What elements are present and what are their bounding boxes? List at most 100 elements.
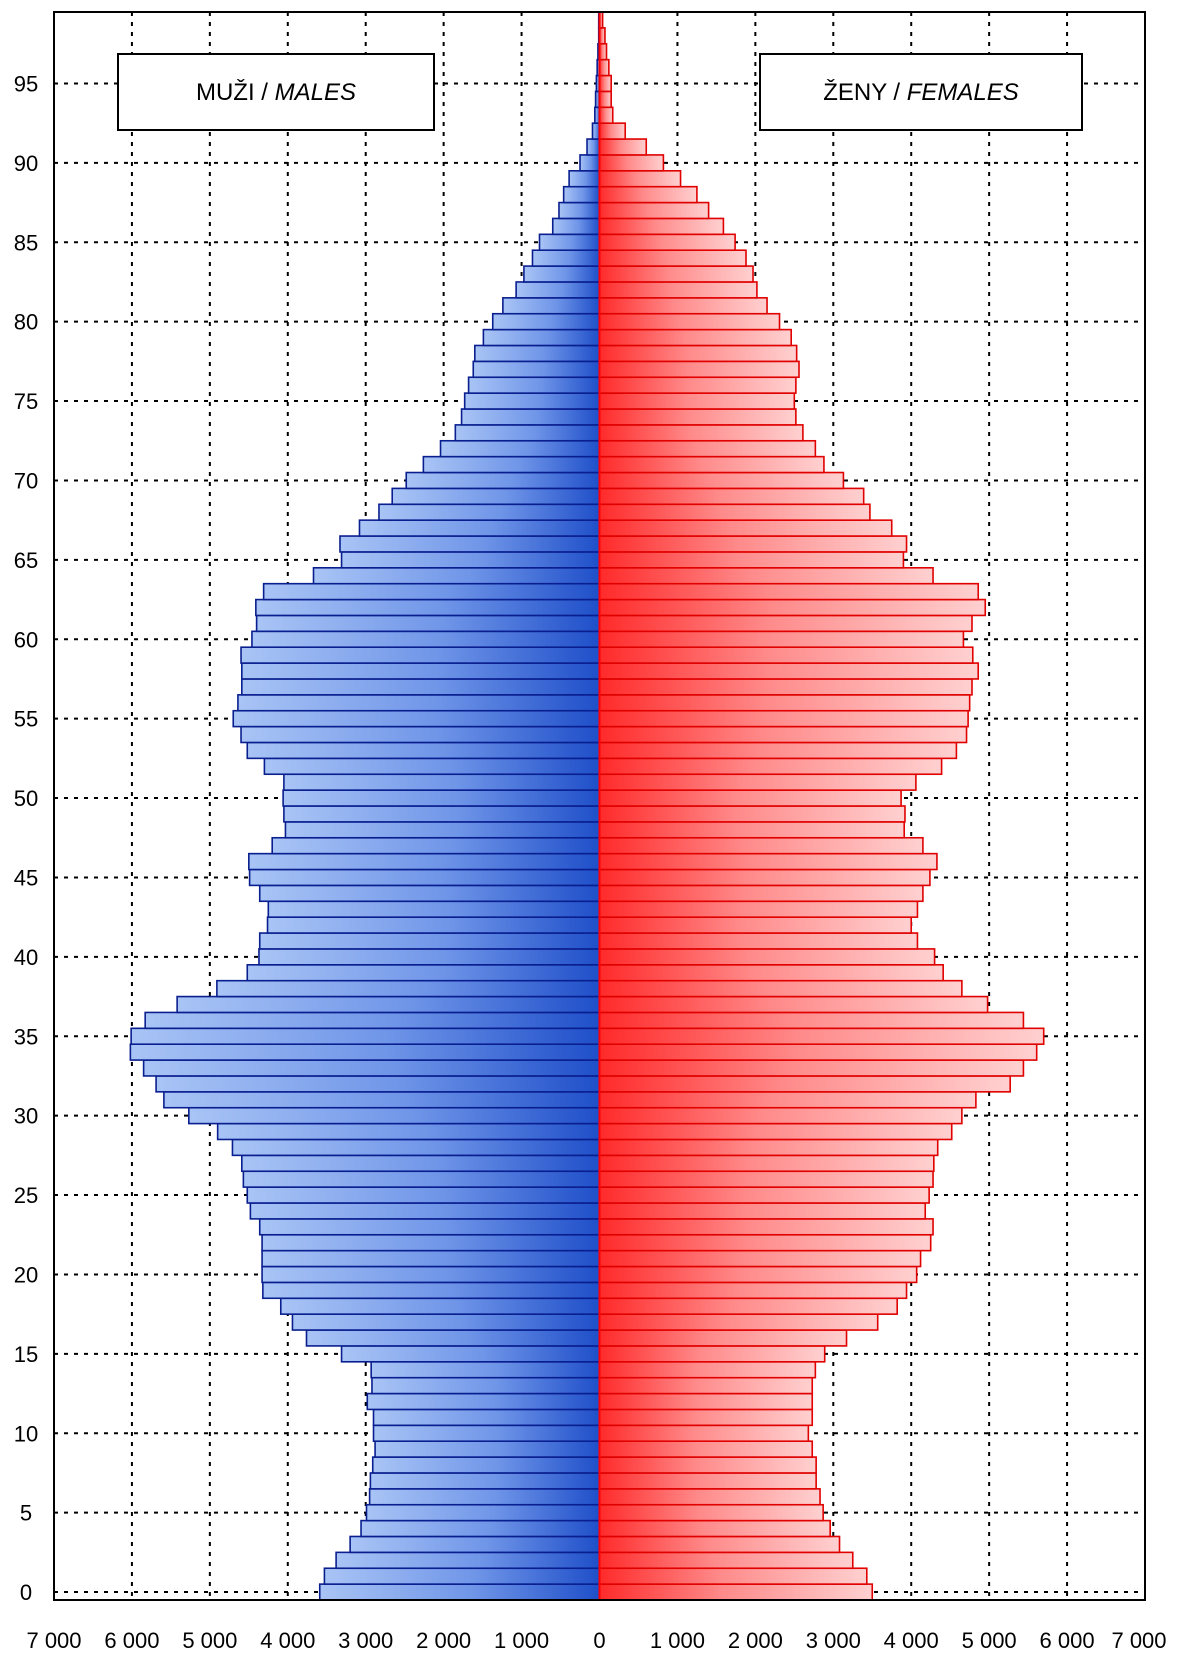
- bar-female-age-17: [598, 1313, 879, 1331]
- bar-female-age-74: [598, 408, 797, 426]
- bar-male-age-90: [579, 154, 601, 172]
- y-tick-label: 90: [14, 151, 38, 176]
- bar-male-age-44: [258, 884, 601, 903]
- bar-male-age-39: [246, 963, 601, 982]
- bar-female-age-81: [598, 297, 768, 315]
- bar-male-age-53: [246, 741, 601, 760]
- bar-male-age-57: [241, 678, 601, 696]
- bar-male-age-21: [261, 1249, 601, 1268]
- bar-female-age-79: [598, 328, 793, 347]
- bar-female-age-9: [598, 1440, 814, 1458]
- bar-male-age-37: [176, 995, 601, 1014]
- bar-male-age-30: [188, 1106, 601, 1125]
- bar-female-age-60: [598, 630, 965, 649]
- bar-male-age-74: [460, 408, 601, 426]
- bar-male-age-84: [531, 249, 601, 267]
- bar-female-age-90: [598, 154, 665, 172]
- bar-male-age-20: [261, 1265, 601, 1284]
- bar-female-age-23: [598, 1218, 934, 1236]
- y-tick-label: 75: [14, 389, 38, 414]
- bar-male-age-89: [568, 170, 601, 188]
- bar-male-age-82: [515, 281, 601, 299]
- bar-female-age-83: [598, 265, 754, 283]
- bar-female-age-55: [598, 709, 969, 728]
- bar-male-age-14: [370, 1361, 601, 1379]
- bar-female-age-2: [598, 1551, 854, 1570]
- bar-female-age-45: [598, 868, 931, 887]
- bar-male-age-41: [258, 932, 601, 950]
- x-tick-label: 5 000: [962, 1628, 1017, 1653]
- bar-female-age-29: [598, 1122, 953, 1141]
- bar-female-age-54: [598, 725, 968, 744]
- bar-female-age-69: [598, 487, 865, 506]
- bar-male-age-13: [371, 1376, 601, 1395]
- bar-female-age-25: [598, 1186, 930, 1204]
- bar-male-age-35: [130, 1027, 601, 1045]
- bar-female-age-35: [598, 1027, 1045, 1045]
- bar-female-age-47: [598, 836, 924, 855]
- bar-female-age-19: [598, 1281, 908, 1300]
- bar-female-age-27: [598, 1154, 935, 1173]
- bar-female-age-86: [598, 217, 725, 236]
- bar-male-age-22: [261, 1233, 601, 1252]
- bar-female-age-42: [598, 916, 913, 934]
- bar-male-age-8: [371, 1456, 601, 1474]
- bar-female-age-44: [598, 884, 924, 903]
- bar-male-age-0: [318, 1583, 601, 1601]
- bar-female-age-26: [598, 1170, 934, 1188]
- bar-male-age-85: [538, 233, 601, 252]
- y-tick-label: 40: [14, 945, 38, 970]
- bar-female-age-49: [598, 805, 906, 823]
- y-axis-ticks: 0 5 10 15 20 25 30 35 40 45 50 55 60 65 70 75 80 85 90 95: [14, 71, 38, 1605]
- bar-male-age-17: [291, 1313, 601, 1331]
- bar-female-age-4: [598, 1519, 831, 1538]
- bar-male-age-63: [262, 582, 601, 601]
- x-tick-label: 1 000: [650, 1628, 705, 1653]
- bar-male-age-18: [279, 1297, 601, 1315]
- bar-female-age-38: [598, 979, 963, 998]
- bar-male-age-81: [502, 297, 601, 315]
- bar-male-age-54: [240, 725, 601, 744]
- bar-male-age-92: [591, 122, 601, 140]
- bar-male-age-77: [472, 360, 601, 379]
- bar-female-age-41: [598, 932, 919, 950]
- bar-female-age-36: [598, 1011, 1025, 1030]
- y-tick-label: 55: [14, 707, 38, 732]
- x-tick-label: 1 000: [494, 1628, 549, 1653]
- bar-female-age-73: [598, 424, 804, 442]
- bar-male-age-6: [368, 1488, 601, 1506]
- x-tick-label: 4 000: [884, 1628, 939, 1653]
- bar-male-age-75: [463, 392, 601, 410]
- bar-male-age-29: [216, 1122, 601, 1141]
- y-tick-label: 60: [14, 627, 38, 652]
- bar-female-age-14: [598, 1361, 817, 1379]
- bar-female-age-91: [598, 138, 648, 156]
- bar-female-age-3: [598, 1535, 841, 1554]
- bar-female-age-82: [598, 281, 758, 299]
- bar-female-age-15: [598, 1345, 826, 1363]
- bar-female-age-68: [598, 503, 871, 521]
- legend-females: ŽENY / FEMALES: [759, 53, 1083, 131]
- bar-male-age-62: [255, 598, 601, 617]
- legend-males-label: MUŽI / MALES: [196, 79, 356, 106]
- bar-female-age-22: [598, 1233, 932, 1252]
- bar-male-age-70: [405, 471, 601, 490]
- bar-male-age-31: [163, 1091, 601, 1109]
- y-tick-label: 70: [14, 468, 38, 493]
- bar-female-age-71: [598, 455, 825, 474]
- bar-female-age-84: [598, 249, 747, 267]
- bar-male-age-65: [340, 551, 601, 569]
- bar-male-age-88: [562, 185, 601, 204]
- bar-female-age-52: [598, 757, 943, 776]
- bar-female-age-59: [598, 646, 974, 664]
- x-tick-label: 7 000: [26, 1628, 81, 1653]
- bar-male-age-80: [491, 312, 601, 331]
- bar-male-age-10: [372, 1424, 601, 1442]
- bar-male-age-61: [255, 614, 601, 633]
- bar-female-age-39: [598, 963, 944, 982]
- bar-female-age-62: [598, 598, 987, 617]
- bar-male-age-86: [551, 217, 601, 236]
- x-tick-label: 2 000: [416, 1628, 471, 1653]
- y-tick-label: 0: [20, 1580, 32, 1605]
- bar-female-age-30: [598, 1106, 963, 1125]
